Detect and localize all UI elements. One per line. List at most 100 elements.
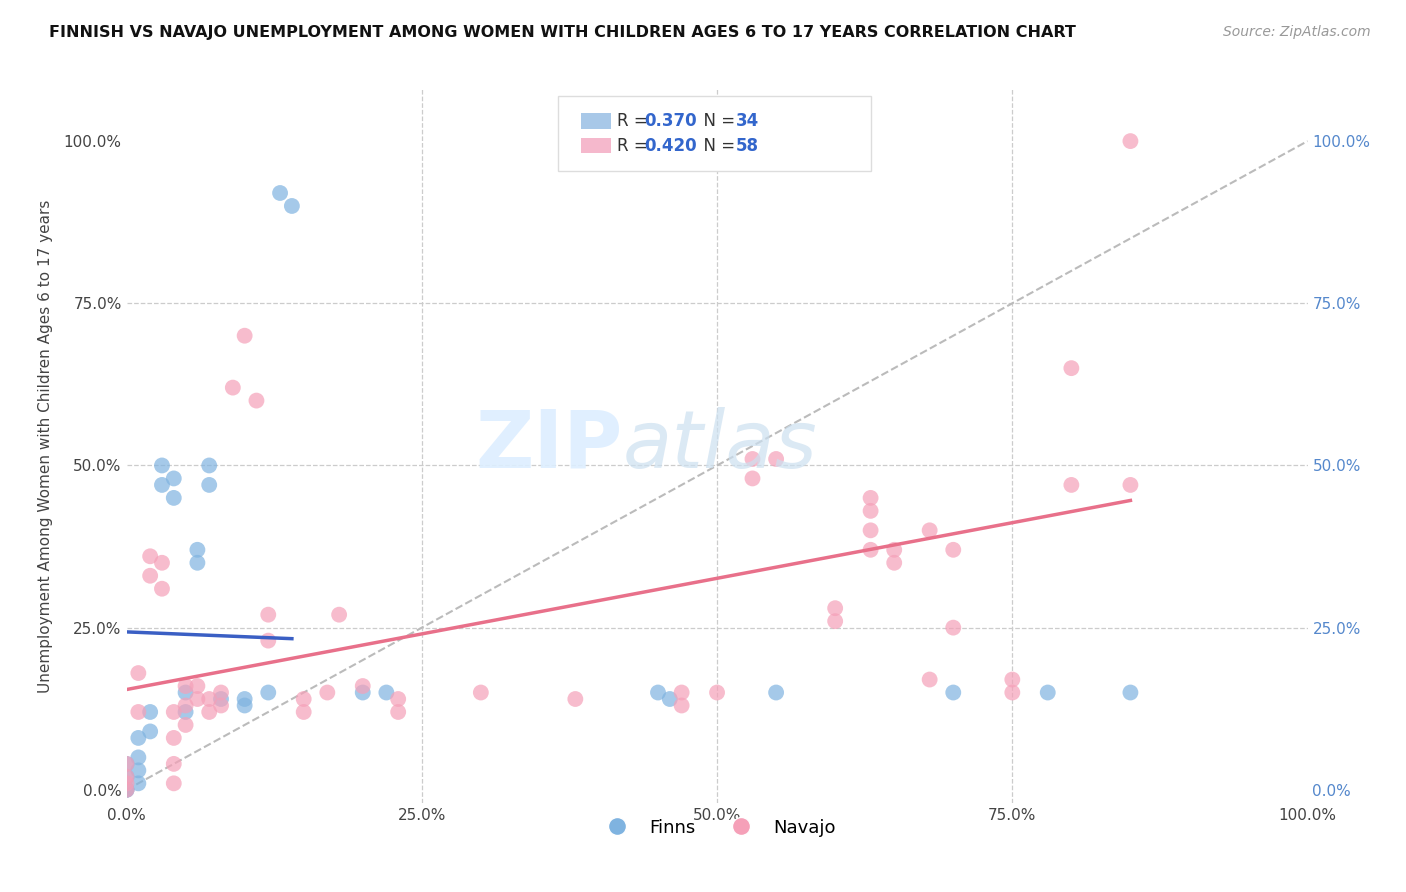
Point: [150, 458, 173, 473]
Point: [233, 692, 256, 706]
Point: [233, 698, 256, 713]
Point: [245, 393, 267, 408]
Point: [942, 685, 965, 699]
Point: [883, 556, 905, 570]
Point: [115, 776, 138, 790]
Point: [942, 621, 965, 635]
Point: [139, 568, 162, 582]
Point: [824, 601, 846, 615]
Point: [328, 607, 350, 622]
Point: [150, 478, 173, 492]
Point: [222, 381, 245, 395]
Y-axis label: Unemployment Among Women with Children Ages 6 to 17 years: Unemployment Among Women with Children A…: [38, 199, 52, 693]
Point: [671, 698, 693, 713]
Point: [115, 782, 138, 797]
Point: [1119, 478, 1142, 492]
Point: [163, 756, 186, 771]
Point: [198, 705, 221, 719]
Point: [269, 186, 291, 200]
Point: [257, 633, 280, 648]
Point: [163, 471, 186, 485]
Text: 0.420: 0.420: [644, 136, 696, 154]
Point: [741, 471, 763, 485]
Point: [139, 705, 162, 719]
Text: 0.370: 0.370: [644, 112, 696, 130]
Text: ZIP: ZIP: [475, 407, 623, 485]
Point: [292, 692, 315, 706]
Point: [1119, 134, 1142, 148]
Point: [387, 705, 409, 719]
Point: [1119, 685, 1142, 699]
Point: [209, 692, 232, 706]
Point: [564, 692, 586, 706]
Point: [186, 556, 208, 570]
Text: atlas: atlas: [623, 407, 817, 485]
Point: [1001, 673, 1024, 687]
Text: 58: 58: [735, 136, 759, 154]
Point: [174, 679, 197, 693]
FancyBboxPatch shape: [558, 96, 870, 171]
Point: [150, 556, 173, 570]
Point: [115, 770, 138, 784]
Point: [198, 458, 221, 473]
Point: [174, 698, 197, 713]
Text: N =: N =: [693, 112, 741, 130]
Point: [186, 542, 208, 557]
Point: [1060, 478, 1083, 492]
Point: [115, 756, 138, 771]
Point: [387, 692, 409, 706]
Point: [859, 524, 882, 538]
Point: [127, 750, 149, 764]
Point: [706, 685, 728, 699]
Point: [127, 705, 149, 719]
Point: [163, 731, 186, 745]
Point: [127, 764, 149, 778]
Point: [174, 685, 197, 699]
FancyBboxPatch shape: [581, 113, 610, 129]
Point: [918, 673, 941, 687]
Point: [139, 724, 162, 739]
Point: [918, 524, 941, 538]
Point: [115, 782, 138, 797]
Point: [859, 491, 882, 505]
Point: [209, 698, 232, 713]
Point: [163, 776, 186, 790]
Point: [150, 582, 173, 596]
Point: [127, 731, 149, 745]
Point: [174, 718, 197, 732]
Point: [292, 705, 315, 719]
Point: [375, 685, 398, 699]
Point: [186, 679, 208, 693]
Point: [257, 685, 280, 699]
Legend: Finns, Navajo: Finns, Navajo: [592, 812, 842, 844]
Point: [765, 685, 787, 699]
Text: FINNISH VS NAVAJO UNEMPLOYMENT AMONG WOMEN WITH CHILDREN AGES 6 TO 17 YEARS CORR: FINNISH VS NAVAJO UNEMPLOYMENT AMONG WOM…: [49, 25, 1076, 40]
Text: 34: 34: [735, 112, 759, 130]
Text: Source: ZipAtlas.com: Source: ZipAtlas.com: [1223, 25, 1371, 39]
Point: [186, 692, 208, 706]
Point: [257, 607, 280, 622]
Point: [647, 685, 669, 699]
Point: [859, 542, 882, 557]
Point: [198, 478, 221, 492]
Point: [1060, 361, 1083, 376]
Point: [233, 328, 256, 343]
Point: [163, 491, 186, 505]
Point: [115, 770, 138, 784]
Text: N =: N =: [693, 136, 741, 154]
Point: [316, 685, 339, 699]
Point: [942, 542, 965, 557]
Text: R =: R =: [617, 136, 652, 154]
Point: [741, 452, 763, 467]
Text: R =: R =: [617, 112, 652, 130]
FancyBboxPatch shape: [581, 137, 610, 153]
Point: [127, 776, 149, 790]
Point: [859, 504, 882, 518]
Point: [163, 705, 186, 719]
Point: [115, 756, 138, 771]
Point: [765, 452, 787, 467]
Point: [139, 549, 162, 564]
Point: [198, 692, 221, 706]
Point: [127, 666, 149, 681]
Point: [352, 685, 374, 699]
